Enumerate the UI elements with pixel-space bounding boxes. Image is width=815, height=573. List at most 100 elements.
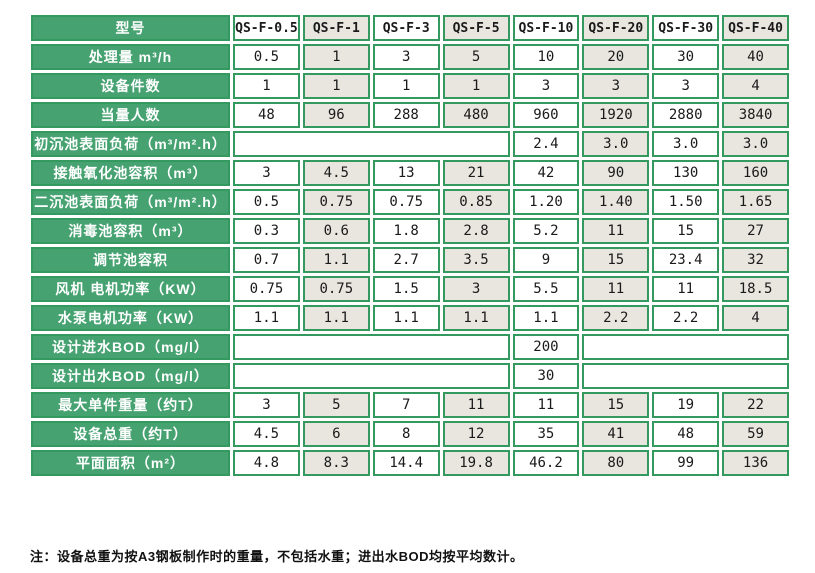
value-cell: 1.1 [372, 305, 440, 331]
value-cell: 130 [652, 160, 720, 186]
value-cell: 0.5 [233, 189, 300, 215]
value-cell: 480 [442, 102, 510, 128]
value-cell: 4.5 [233, 421, 300, 447]
value-cell: 40 [722, 44, 789, 70]
value-cell: 15 [582, 247, 650, 273]
value-cell: 3 [652, 73, 720, 99]
value-cell: 3.0 [652, 131, 720, 157]
spec-row: 消毒池容积（m³） 0.3 0.6 1.8 2.8 5.2 11 15 27 [31, 218, 789, 244]
spec-row: 平面面积（m²） 4.8 8.3 14.4 19.8 46.2 80 99 136 [31, 450, 789, 476]
value-cell: 35 [512, 421, 580, 447]
row-label: 设备件数 [31, 73, 230, 99]
value-cell: 19 [652, 392, 720, 418]
model-header-cell: QS-F-3 [372, 15, 440, 41]
value-cell: 80 [582, 450, 650, 476]
value-cell: 10 [512, 44, 580, 70]
value-cell: 3 [512, 73, 580, 99]
row-label: 设备总重（约T） [31, 421, 230, 447]
value-cell: 1.1 [233, 305, 300, 331]
value-cell: 2880 [652, 102, 720, 128]
spec-row: 当量人数 48 96 288 480 960 1920 2880 3840 [31, 102, 789, 128]
value-cell: 1 [302, 73, 370, 99]
value-cell: 11 [652, 276, 720, 302]
value-cell: 4.8 [233, 450, 300, 476]
model-header-cell: QS-F-5 [442, 15, 510, 41]
value-cell: 960 [512, 102, 580, 128]
value-cell: 0.5 [233, 44, 300, 70]
row-label: 最大单件重量（约T） [31, 392, 230, 418]
value-cell: 12 [442, 421, 510, 447]
row-label: 风机 电机功率（KW） [31, 276, 230, 302]
value-cell: 4 [722, 73, 789, 99]
value-cell: 14.4 [372, 450, 440, 476]
value-cell: 2.8 [442, 218, 510, 244]
value-cell: 99 [652, 450, 720, 476]
value-cell: 3 [233, 160, 300, 186]
value-cell: 3.0 [722, 131, 789, 157]
value-cell: 1.20 [512, 189, 580, 215]
row-label: 设计进水BOD（mg/l） [31, 334, 230, 360]
merged-blank-cell [582, 363, 789, 389]
value-cell: 5 [442, 44, 510, 70]
value-cell: 2.2 [652, 305, 720, 331]
value-cell: 5.2 [512, 218, 580, 244]
value-cell: 1920 [582, 102, 650, 128]
value-cell: 48 [652, 421, 720, 447]
spec-row: 设计出水BOD（mg/l） 30 [31, 363, 789, 389]
value-cell: 3.0 [582, 131, 650, 157]
merged-blank-cell [233, 363, 510, 389]
model-header-cell: QS-F-10 [512, 15, 580, 41]
row-label: 二沉池表面负荷（m³/m².h） [31, 189, 230, 215]
row-label: 当量人数 [31, 102, 230, 128]
value-cell: 13 [372, 160, 440, 186]
spec-row: 最大单件重量（约T） 3 5 7 11 11 15 19 22 [31, 392, 789, 418]
model-header-cell: QS-F-40 [722, 15, 789, 41]
value-cell: 9 [512, 247, 580, 273]
merged-blank-cell [582, 334, 789, 360]
value-cell: 2.7 [372, 247, 440, 273]
value-cell: 1.1 [302, 305, 370, 331]
value-cell: 30 [652, 44, 720, 70]
value-cell: 32 [722, 247, 789, 273]
value-cell: 160 [722, 160, 789, 186]
row-label: 初沉池表面负荷（m³/m².h） [31, 131, 230, 157]
spec-row: 设备件数 1 1 1 1 3 3 3 4 [31, 73, 789, 99]
value-cell: 20 [582, 44, 650, 70]
spec-row: 设计进水BOD（mg/l） 200 [31, 334, 789, 360]
value-cell: 2.2 [582, 305, 650, 331]
value-cell: 0.7 [233, 247, 300, 273]
model-header-cell: QS-F-1 [302, 15, 370, 41]
value-cell: 18.5 [722, 276, 789, 302]
value-cell: 22 [722, 392, 789, 418]
value-cell: 21 [442, 160, 510, 186]
footnote: 注：设备总重为按A3钢板制作时的重量，不包括水重；进出水BOD均按平均数计。 [30, 549, 524, 564]
value-cell: 8.3 [302, 450, 370, 476]
value-cell: 1.5 [372, 276, 440, 302]
value-cell: 3 [442, 276, 510, 302]
spec-row: 设备总重（约T） 4.5 6 8 12 35 41 48 59 [31, 421, 789, 447]
value-cell: 30 [512, 363, 580, 389]
value-cell: 288 [372, 102, 440, 128]
merged-blank-cell [233, 334, 510, 360]
value-cell: 3840 [722, 102, 789, 128]
value-cell: 0.75 [372, 189, 440, 215]
row-label: 调节池容积 [31, 247, 230, 273]
value-cell: 3.5 [442, 247, 510, 273]
value-cell: 0.75 [302, 189, 370, 215]
row-label: 消毒池容积（m³） [31, 218, 230, 244]
model-header-cell: QS-F-30 [652, 15, 720, 41]
value-cell: 11 [442, 392, 510, 418]
value-cell: 15 [582, 392, 650, 418]
value-cell: 0.75 [302, 276, 370, 302]
value-cell: 1 [233, 73, 300, 99]
row-label: 接触氧化池容积（m³） [31, 160, 230, 186]
value-cell: 3 [582, 73, 650, 99]
spec-row: 水泵电机功率（KW） 1.1 1.1 1.1 1.1 1.1 2.2 2.2 4 [31, 305, 789, 331]
value-cell: 1.1 [302, 247, 370, 273]
spec-row: 初沉池表面负荷（m³/m².h） 2.4 3.0 3.0 3.0 [31, 131, 789, 157]
value-cell: 11 [582, 276, 650, 302]
value-cell: 1.40 [582, 189, 650, 215]
value-cell: 7 [372, 392, 440, 418]
value-cell: 1.50 [652, 189, 720, 215]
value-cell: 1 [302, 44, 370, 70]
